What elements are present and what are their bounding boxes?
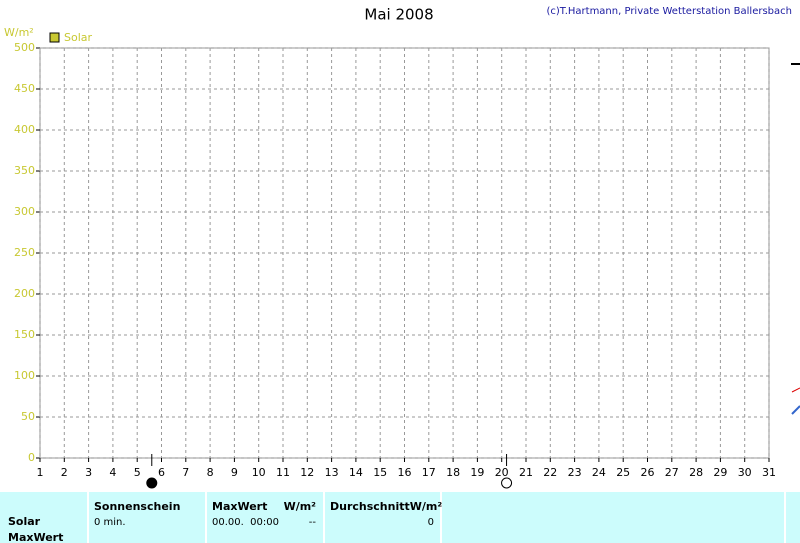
y-tick-label: 50 bbox=[21, 410, 35, 423]
x-tick-label: 24 bbox=[592, 466, 606, 479]
summary-panel bbox=[0, 492, 800, 543]
x-tick-label: 12 bbox=[300, 466, 314, 479]
x-tick-label: 22 bbox=[543, 466, 557, 479]
y-tick-label: 250 bbox=[14, 246, 35, 259]
x-tick-label: 8 bbox=[207, 466, 214, 479]
x-tick-label: 4 bbox=[109, 466, 116, 479]
cell: 0 min. bbox=[94, 517, 126, 528]
x-tick-label: 2 bbox=[61, 466, 68, 479]
x-tick-label: 23 bbox=[568, 466, 582, 479]
x-tick-label: 7 bbox=[182, 466, 189, 479]
moon-phase bbox=[501, 477, 513, 489]
cell: 0 bbox=[428, 517, 434, 528]
decor bbox=[791, 405, 800, 415]
x-tick-label: 15 bbox=[373, 466, 387, 479]
x-tick-label: 25 bbox=[616, 466, 630, 479]
y-tick-label: 100 bbox=[14, 369, 35, 382]
y-tick-label: 500 bbox=[14, 41, 35, 54]
x-tick-label: 10 bbox=[252, 466, 266, 479]
credit: (c)T.Hartmann, Private Wetterstation Bal… bbox=[546, 6, 792, 17]
x-tick-label: 1 bbox=[37, 466, 44, 479]
legend-swatch bbox=[49, 32, 60, 43]
y-tick-label: 450 bbox=[14, 82, 35, 95]
x-tick-label: 3 bbox=[85, 466, 92, 479]
y-tick-label: 150 bbox=[14, 328, 35, 341]
legend-label: Solar bbox=[64, 31, 93, 44]
decor bbox=[791, 387, 800, 393]
chart-title: Mai 2008 bbox=[364, 6, 433, 24]
moon-phase bbox=[146, 477, 158, 489]
x-tick-label: 30 bbox=[738, 466, 752, 479]
y-axis-label: W/m² bbox=[4, 26, 34, 39]
row-label: MaxWert bbox=[8, 531, 63, 543]
column-header: MaxWert bbox=[212, 500, 267, 513]
y-tick-label: 350 bbox=[14, 164, 35, 177]
x-tick-label: 27 bbox=[665, 466, 679, 479]
x-tick-label: 29 bbox=[713, 466, 727, 479]
cell: 00.00. 00:00 bbox=[212, 517, 279, 528]
x-tick-label: 20 bbox=[495, 466, 509, 479]
x-tick-label: 11 bbox=[276, 466, 290, 479]
y-tick-label: 0 bbox=[28, 451, 35, 464]
x-tick-label: 28 bbox=[689, 466, 703, 479]
x-tick-label: 18 bbox=[446, 466, 460, 479]
x-tick-label: 21 bbox=[519, 466, 533, 479]
x-tick-label: 6 bbox=[158, 466, 165, 479]
row-label: Solar bbox=[8, 515, 41, 528]
column-header: DurchschnittW/m² bbox=[330, 500, 442, 513]
x-tick-label: 26 bbox=[641, 466, 655, 479]
x-tick-label: 16 bbox=[398, 466, 412, 479]
y-tick-label: 400 bbox=[14, 123, 35, 136]
x-tick-label: 9 bbox=[231, 466, 238, 479]
x-tick-label: 13 bbox=[325, 466, 339, 479]
x-tick-label: 14 bbox=[349, 466, 363, 479]
x-tick-label: 5 bbox=[134, 466, 141, 479]
column-header: Sonnenschein bbox=[94, 500, 180, 513]
cell: -- bbox=[309, 517, 317, 528]
y-tick-label: 200 bbox=[14, 287, 35, 300]
x-tick-label: 31 bbox=[762, 466, 776, 479]
x-tick-label: 17 bbox=[422, 466, 436, 479]
x-tick-label: 19 bbox=[470, 466, 484, 479]
column-unit: W/m² bbox=[284, 500, 317, 513]
y-tick-label: 300 bbox=[14, 205, 35, 218]
